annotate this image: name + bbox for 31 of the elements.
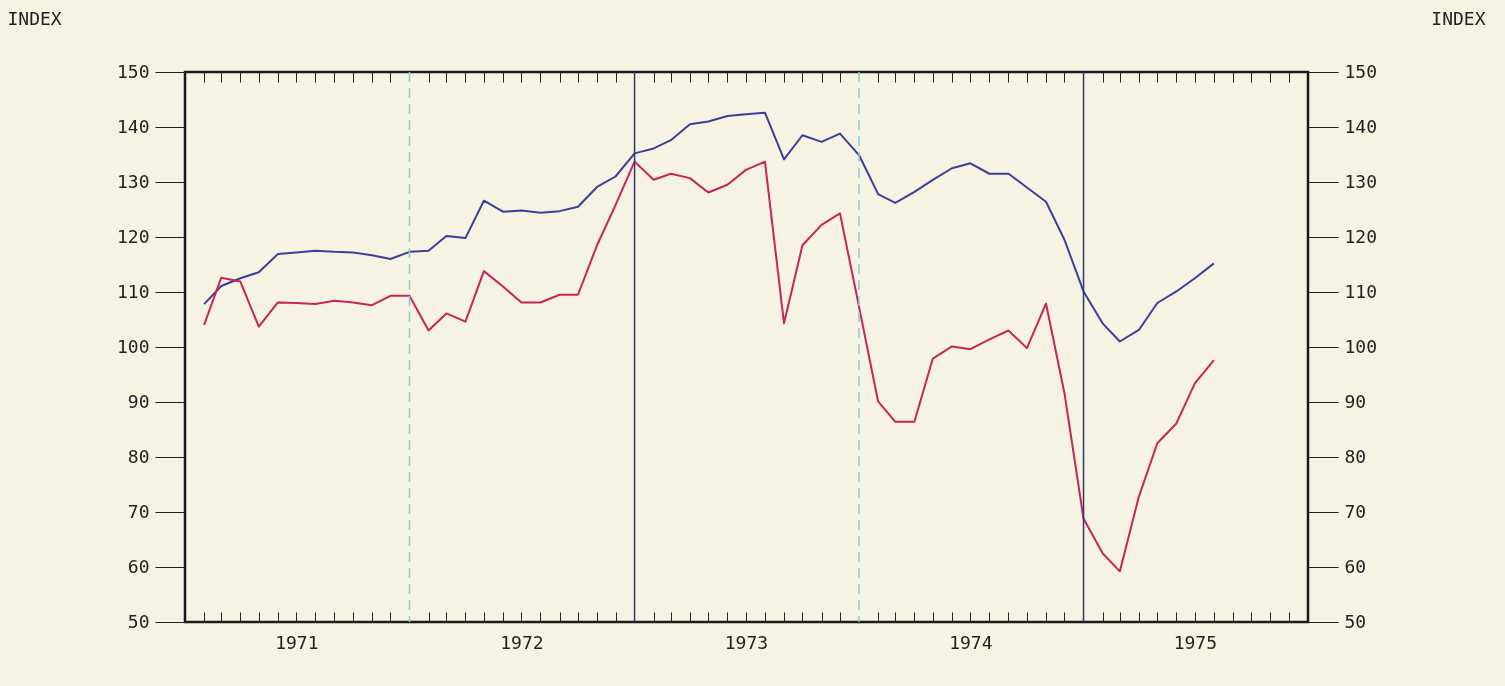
x-tick-label: 1975	[1173, 631, 1218, 653]
line-series	[203, 111, 1215, 343]
y-tick-label: 140	[116, 115, 150, 137]
y2-tick-label: 100	[1344, 335, 1378, 357]
y2-axis-title: INDEX	[1431, 7, 1486, 29]
y-tick-label: 70	[127, 500, 150, 522]
y-tick-label: 110	[116, 280, 150, 302]
y-tick-label: 130	[116, 170, 150, 192]
y2-tick-label: 80	[1344, 445, 1367, 467]
y2-tick-label: 140	[1344, 115, 1378, 137]
y2-tick-label: 130	[1344, 170, 1378, 192]
y2-tick-label: 150	[1344, 60, 1378, 82]
y2-tick-label: 70	[1344, 500, 1367, 522]
x-tick-label: 1971	[275, 631, 319, 653]
y-tick-label: 100	[116, 335, 150, 357]
y-tick-label: 150	[116, 60, 150, 82]
y-tick-label: 90	[127, 390, 150, 412]
x-tick-label: 1972	[500, 631, 544, 653]
y-tick-label: 50	[127, 610, 150, 632]
y-tick-label: 60	[127, 555, 150, 577]
y2-tick-label: 50	[1344, 610, 1367, 632]
y2-tick-label: 90	[1344, 390, 1367, 412]
y-tick-label: 120	[116, 225, 150, 247]
y2-tick-label: 120	[1344, 225, 1378, 247]
x-tick-label: 1973	[724, 631, 769, 653]
y2-tick-label: 110	[1344, 280, 1378, 302]
y-tick-label: 80	[127, 445, 150, 467]
x-tick-label: 1974	[949, 631, 993, 653]
y2-tick-label: 60	[1344, 555, 1367, 577]
line-series	[203, 160, 1215, 573]
y-axis-title: INDEX	[7, 7, 62, 29]
